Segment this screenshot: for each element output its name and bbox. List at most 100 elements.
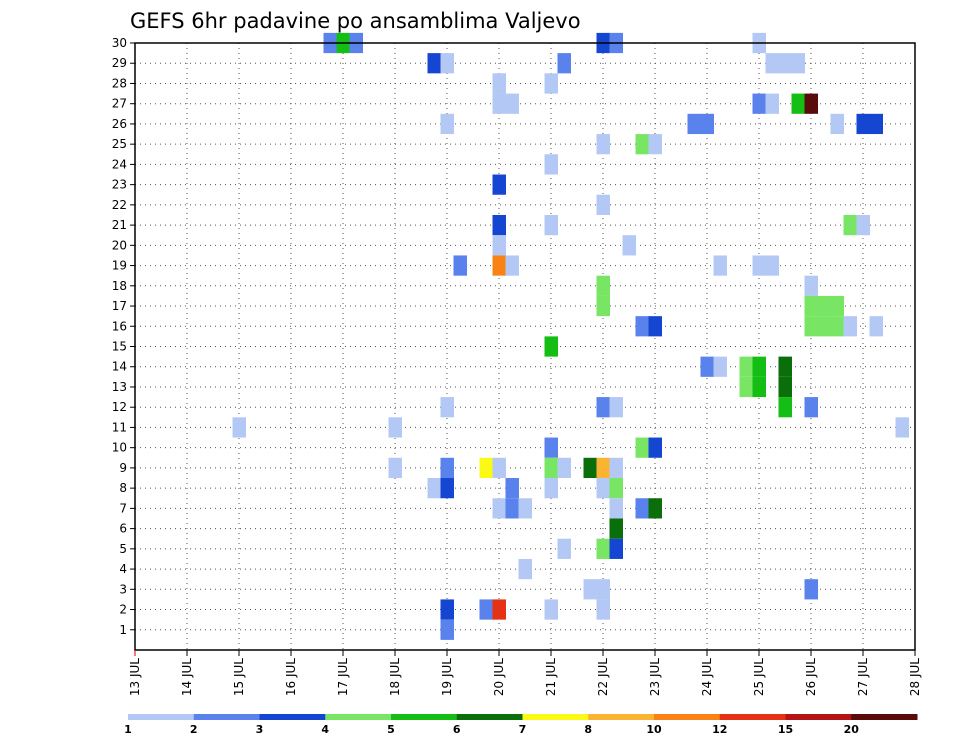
precip-cell [622,235,636,256]
precip-cell [440,619,454,640]
precip-cell [388,457,402,479]
legend-label: 3 [256,723,264,736]
precip-cell [778,356,792,377]
precip-cell [687,113,701,135]
y-tick-label: 9 [119,461,127,475]
precip-cell [557,53,571,74]
precip-cell [739,376,753,398]
precip-cell [609,518,623,539]
legend-label: 6 [453,723,461,736]
precip-cell [804,93,818,114]
precip-cell [830,295,844,317]
precip-cell [505,478,519,499]
precip-cell [479,599,493,620]
legend-label: 12 [712,723,727,736]
precip-cell [518,558,532,580]
precip-cell [596,134,610,155]
precip-cell [232,417,246,438]
y-axis: 1234567891011121314151617181920212223242… [112,36,135,637]
precip-cell [388,417,402,438]
precip-cell [557,457,571,479]
legend-label: 5 [387,723,395,736]
precip-cell [804,295,818,317]
legend-label: 10 [646,723,662,736]
x-axis: 13 JUL 14 JUL 15 JUL 16 JUL 17 JUL 18 JUL 19 J… [128,650,922,696]
precip-cell [817,316,831,337]
legend-swatch [588,714,655,720]
x-tick-label: 27 JUL [856,658,870,696]
y-tick-label: 21 [112,218,127,232]
precip-cell [804,275,818,296]
precip-cell [492,73,506,94]
legend-label: 8 [584,723,592,736]
precip-cell [544,457,558,479]
precip-cell [596,275,610,296]
chart-title: GEFS 6hr padavine po ansamblima Valjevo [130,9,581,33]
x-tick-label: 14 JUL [180,658,194,696]
y-tick-label: 16 [112,319,127,333]
precip-cell [778,376,792,398]
y-tick-label: 22 [112,198,127,212]
precip-cell [778,53,792,74]
precip-cell [752,376,766,398]
precip-cell [752,93,766,114]
precip-cell [830,113,844,135]
x-tick-label: 20 JUL [492,658,506,696]
y-tick-label: 24 [112,157,127,171]
x-tick-label: 16 JUL [284,658,298,696]
y-tick-label: 5 [119,542,127,556]
precip-cell [648,134,662,155]
precip-cell [440,599,454,620]
precip-cell [492,174,506,195]
legend-label: 1 [124,723,132,736]
color-legend: 1 2 3 4 5 6 7 8 10 12 15 20 [124,714,918,736]
precip-cell [869,316,883,337]
precip-cell [596,457,610,479]
precip-cell [609,478,623,499]
precip-cell [817,295,831,317]
precip-cell [492,498,506,519]
y-tick-label: 29 [112,56,127,70]
x-tick-label: 15 JUL [232,658,246,696]
x-tick-label: 21 JUL [544,658,558,696]
precip-cell [700,113,714,135]
y-tick-label: 3 [119,582,127,596]
y-tick-label: 20 [112,238,127,252]
x-tick-label: 28 JUL [908,658,922,696]
precip-cell [440,478,454,499]
precip-cell [648,316,662,337]
precip-cell [895,417,909,438]
legend-swatch [193,714,260,720]
precip-cell [700,356,714,377]
y-tick-label: 12 [112,400,127,414]
x-tick-label: 24 JUL [700,658,714,696]
precip-cell [453,255,467,276]
precip-cell [427,53,441,74]
y-tick-label: 26 [112,117,127,131]
precip-cell [635,134,649,155]
precip-cell [648,498,662,519]
x-tick-label: 23 JUL [648,658,662,696]
precip-cell [440,113,454,135]
precip-cell [596,579,610,600]
precip-cell [765,93,779,114]
precip-cell [596,538,610,559]
y-tick-label: 18 [112,279,127,293]
legend-swatch [391,714,458,720]
precip-cell [492,214,506,236]
y-tick-label: 19 [112,259,127,273]
precip-cell [479,457,493,479]
y-tick-label: 8 [119,481,127,495]
precip-cell [843,214,857,236]
precip-cell [544,478,558,499]
precip-cell [544,336,558,357]
y-tick-label: 25 [112,137,127,151]
precip-cell [765,255,779,276]
legend-swatch [654,714,721,720]
precip-cell [544,154,558,175]
precip-cell [427,478,441,499]
precip-cell [596,397,610,418]
precip-cell [739,356,753,377]
precip-cell [609,397,623,418]
y-tick-label: 4 [119,562,127,576]
